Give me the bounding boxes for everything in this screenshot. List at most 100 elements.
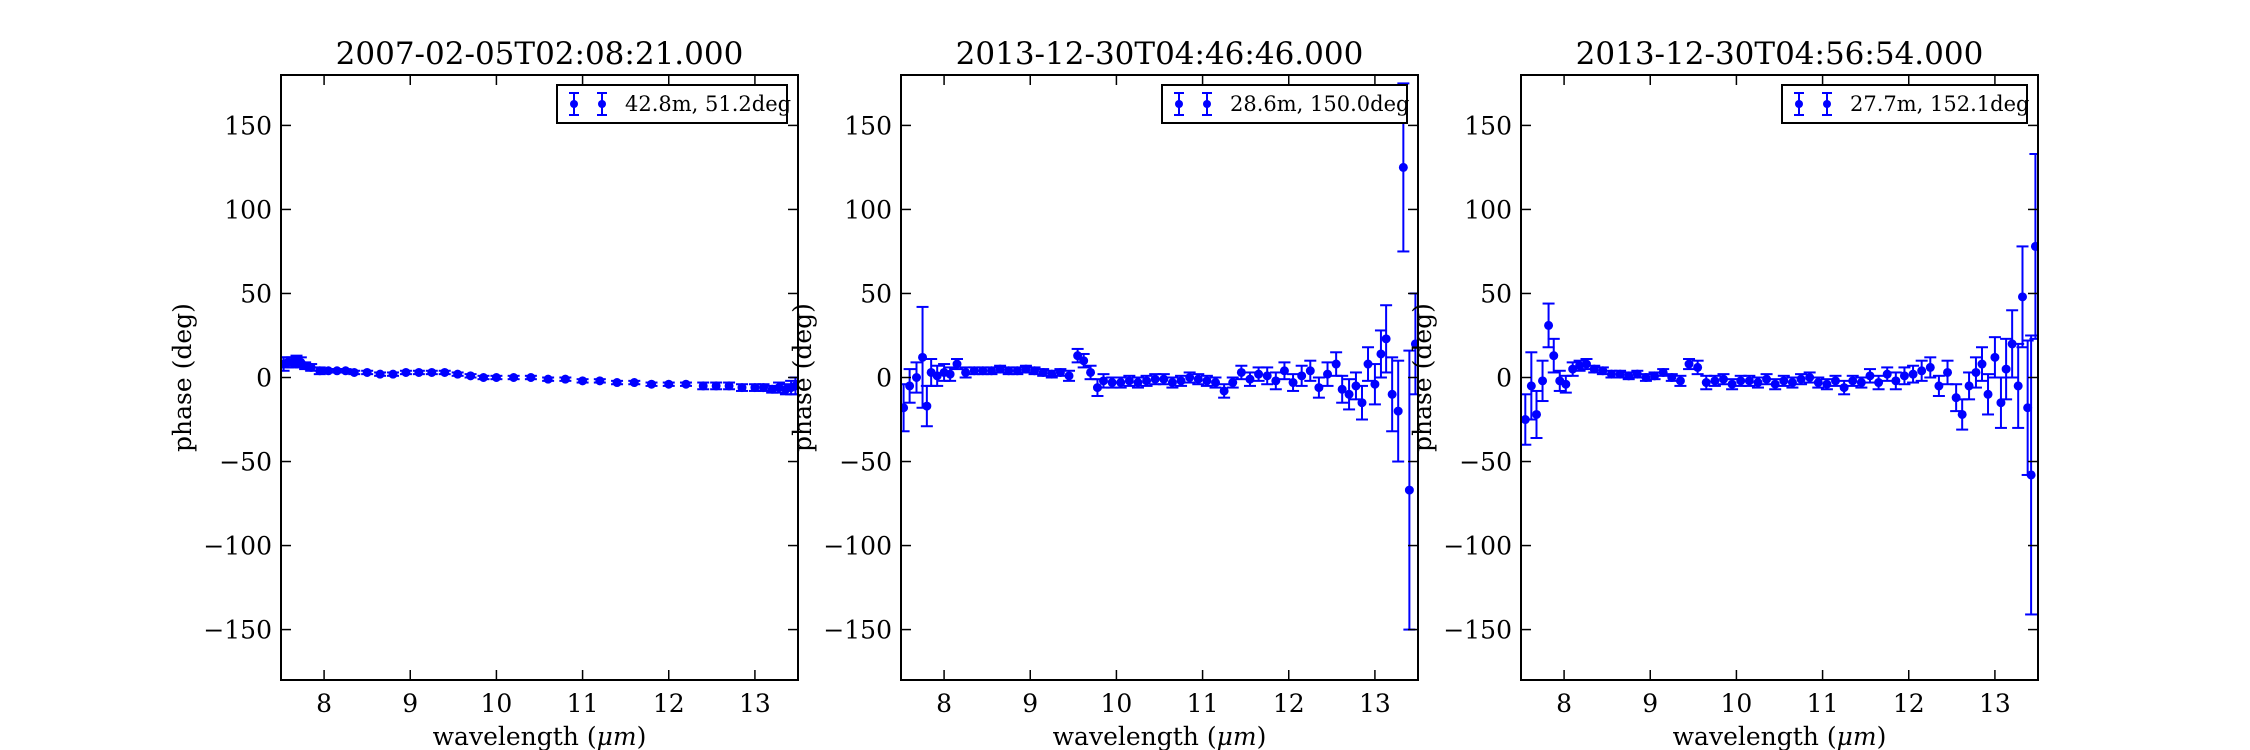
data-point [1934,381,1944,391]
data-point [1038,367,1048,377]
data-point [2001,364,2011,374]
data-point [912,373,922,382]
data-point [578,376,588,386]
data-point [1770,379,1780,389]
data-point [1624,371,1634,381]
legend-marker [1823,100,1831,108]
legend: 28.6m, 150.0deg [1161,84,1409,124]
data-point [1055,367,1065,377]
data-point [332,366,342,376]
data-point [1159,374,1169,384]
data-point [1404,485,1414,495]
data-point [1736,376,1746,386]
data-point [961,367,971,377]
x-tick-label: 11 [567,689,599,718]
data-point [698,381,708,391]
x-axis-label: wavelength (μm) [1053,722,1267,750]
data-point [1150,374,1160,384]
chart-panel-3: 8 9 10 11 12 13 150 100 50 0 −50 −100 −150 2013-12-30… [1408,36,2039,750]
data-point [1822,379,1832,389]
data-point [1779,376,1789,386]
data-point [362,367,372,377]
data-point [1727,379,1737,389]
legend: 27.7m, 152.1deg [1781,84,2029,124]
legend-marker [570,100,578,108]
data-point [922,401,932,411]
x-tick-label: 8 [316,689,332,718]
data-point [1116,378,1126,388]
data-point [1549,351,1559,361]
data-point [1787,378,1797,388]
data-point [1943,367,1953,377]
y-tick-label: 150 [224,111,272,140]
data-point [1899,371,1909,381]
data-point [1839,383,1849,393]
data-point [1917,366,1927,376]
data-point [2013,381,2023,391]
chart-panel-1: 8 9 10 11 12 13 150 100 50 0 −50 −100 −150 2007-02-05… [168,36,799,750]
data-point [349,367,359,377]
data-point [427,367,437,377]
data-point [414,367,424,377]
data-point [478,373,488,382]
data-point [1323,369,1333,379]
y-tick-label: −50 [1459,448,1512,477]
data-point [1344,389,1354,399]
data-point [1047,369,1057,379]
data-point [1544,320,1554,330]
x-tick-label: 11 [1187,689,1219,718]
data-point [491,373,501,382]
data-series [901,82,1418,631]
data-point [1133,378,1143,388]
y-tick-label: 50 [860,279,892,308]
x-tick-label: 10 [1101,689,1133,718]
y-tick-label: 150 [1464,111,1512,140]
data-point [1693,362,1703,372]
chart-title: 2013-12-30T04:46:46.000 [956,36,1364,72]
data-point [1331,359,1341,369]
y-tick-label: 100 [1464,195,1512,224]
x-tick-label: 9 [1022,689,1038,718]
plot-frame [900,74,1419,681]
data-point [1532,409,1542,419]
data-point [1951,393,1961,403]
data-point [1581,359,1591,369]
data-point [1561,379,1571,389]
data-point [315,366,325,376]
data-point [647,379,657,389]
legend-marker [1203,100,1211,108]
x-tick-label: 12 [1273,689,1305,718]
data-point [1606,369,1616,379]
data-point [724,381,734,391]
data-point [1279,366,1289,376]
y-tick-label: 150 [844,111,892,140]
y-tick-label: −100 [823,532,892,561]
y-axis-label: phase (deg) [168,303,197,452]
x-axis-label: wavelength (μm) [433,722,647,750]
data-point [790,381,798,391]
data-point [1957,409,1967,419]
data-point [509,373,519,382]
legend-marker [1795,100,1803,108]
data-point [1021,364,1031,374]
data-point [681,379,691,389]
y-tick-label: 0 [876,364,892,393]
y-tick-label: 0 [256,364,272,393]
y-tick-label: −100 [1443,532,1512,561]
y-tick-label: 0 [1496,364,1512,393]
data-point [1079,356,1089,366]
data-point [901,403,909,413]
data-point [1124,376,1134,386]
data-point [1393,406,1403,416]
data-point [323,366,333,376]
y-tick-label: −100 [203,532,272,561]
chart-title: 2007-02-05T02:08:21.000 [336,36,744,72]
data-point [1971,367,1981,377]
x-tick-label: 12 [653,689,685,718]
legend-box [1781,84,2028,124]
chart-panel-2: 8 9 10 11 12 13 150 100 50 0 −50 −100 −150 2013-12-30… [788,36,1419,750]
data-point [1983,389,1993,399]
y-axis-label: phase (deg) [1408,303,1437,452]
data-point [1305,366,1315,376]
y-tick-label: 50 [1480,279,1512,308]
